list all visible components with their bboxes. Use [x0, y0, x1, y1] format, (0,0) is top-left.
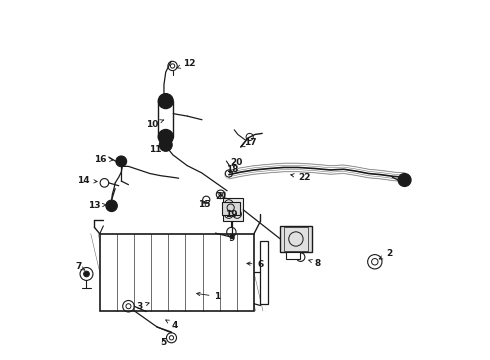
- Bar: [223, 198, 243, 221]
- Text: 15: 15: [197, 200, 210, 209]
- Text: 22: 22: [291, 173, 311, 182]
- Text: 8: 8: [309, 259, 321, 268]
- Text: 2: 2: [379, 249, 393, 259]
- Text: 20: 20: [230, 158, 243, 167]
- Text: 14: 14: [77, 176, 97, 185]
- Text: 21: 21: [216, 192, 228, 201]
- Text: 10: 10: [146, 120, 164, 129]
- Text: 11: 11: [149, 145, 165, 154]
- Text: 3: 3: [137, 302, 149, 311]
- Circle shape: [158, 130, 173, 144]
- Text: 17: 17: [241, 138, 257, 147]
- Text: 7: 7: [76, 262, 85, 271]
- Bar: [158, 101, 173, 137]
- Text: 5: 5: [161, 338, 167, 347]
- Circle shape: [84, 271, 89, 277]
- Text: 13: 13: [88, 201, 106, 210]
- Text: 4: 4: [166, 320, 178, 330]
- Bar: [284, 227, 308, 251]
- Circle shape: [116, 156, 126, 167]
- Bar: [280, 226, 312, 252]
- Text: 6: 6: [247, 260, 264, 269]
- Bar: [260, 241, 269, 304]
- Bar: [286, 252, 300, 259]
- Bar: [100, 234, 254, 311]
- Text: 9: 9: [229, 234, 235, 243]
- Circle shape: [158, 94, 173, 109]
- Bar: [222, 202, 240, 215]
- Text: 18: 18: [226, 166, 239, 175]
- Circle shape: [398, 174, 411, 186]
- Circle shape: [159, 138, 172, 151]
- Circle shape: [106, 200, 117, 212]
- Text: 19: 19: [225, 210, 238, 219]
- Text: 16: 16: [95, 155, 113, 164]
- Text: 1: 1: [196, 292, 221, 301]
- Text: 12: 12: [177, 59, 196, 68]
